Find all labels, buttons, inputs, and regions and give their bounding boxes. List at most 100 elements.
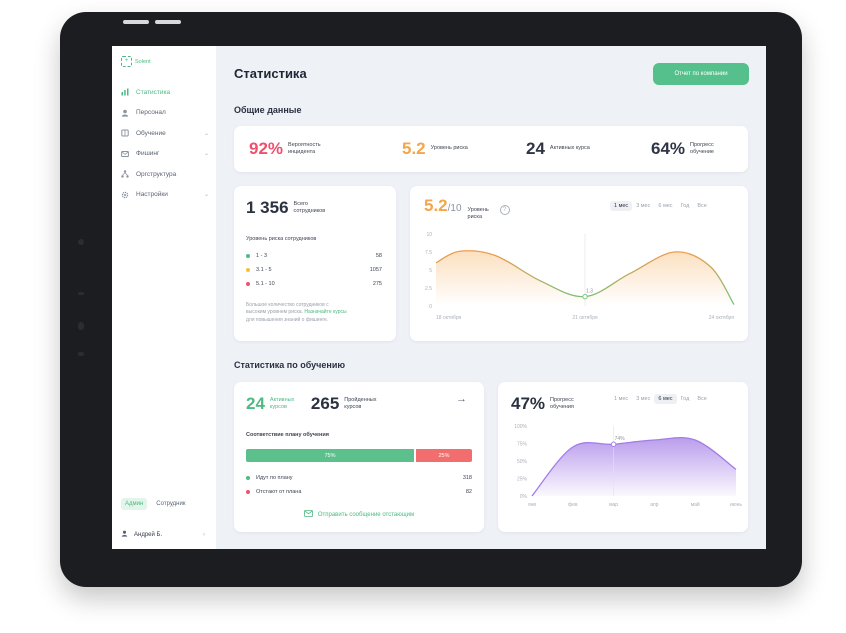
status-dot <box>246 268 250 272</box>
main-content: Статистика Отчет по компании Общие данны… <box>216 46 766 549</box>
sidebar-item-staff[interactable]: Персонал <box>121 103 209 124</box>
assign-courses-link[interactable]: Назначайте курсы <box>304 309 347 316</box>
tab-1-month[interactable]: 1 мес <box>610 201 633 211</box>
mail-icon <box>121 150 129 158</box>
y-tick-label: 25% <box>517 477 528 483</box>
sensor-dot <box>78 322 84 330</box>
sidebar-item-label: Персонал <box>136 109 166 117</box>
progress-period-tabs: 1 мес 3 мес 6 мес Год Все <box>610 394 711 404</box>
list-item: 3.1 - 5 1057 <box>246 263 382 277</box>
list-item: Отстают от плана 82 <box>246 485 472 499</box>
sidebar-item-structure[interactable]: Оргструктура <box>121 164 209 185</box>
user-name: Андрей Б. <box>134 531 163 538</box>
series-line <box>531 437 737 497</box>
logo-icon: + <box>121 56 132 67</box>
people-icon <box>121 109 129 117</box>
sidebar: + Solent Статистика Персонал Обучение <box>112 46 216 549</box>
active-courses-value: 24 <box>246 394 265 413</box>
sidebar-item-label: Оргструктура <box>136 170 177 178</box>
plan-row-count: 82 <box>465 489 472 495</box>
risk-levels-title: Уровень риска сотрудников <box>246 236 317 242</box>
plan-title: Соответствие плану обучения <box>246 432 329 438</box>
book-icon <box>121 129 129 137</box>
risk-label: Уровень риска <box>467 207 489 221</box>
kpi-value: 5.2 <box>402 139 426 158</box>
risk-period-tabs: 1 мес 3 мес 6 мес Год Все <box>610 201 711 211</box>
sidebar-item-label: Настройки <box>136 191 168 199</box>
kpi-risk: 5.2 Уровень риска <box>402 126 473 172</box>
x-tick-label: 21 октября <box>572 315 598 321</box>
sidebar-item-label: Статистика <box>136 88 171 96</box>
y-tick-label: 5 <box>429 268 432 274</box>
arrow-right-icon[interactable]: → <box>456 393 467 405</box>
list-item: 1 - 3 58 <box>246 249 382 263</box>
chevron-right-icon: › <box>203 531 205 538</box>
chevron-down-icon: ⌄ <box>203 151 209 158</box>
tab-3-months[interactable]: 3 мес <box>636 396 651 402</box>
role-switcher: Админ Сотрудник <box>121 498 189 510</box>
question-icon[interactable]: ? <box>499 205 510 215</box>
plan-row-label: Идут по плану <box>256 475 293 481</box>
note-text: Большое количество сотрудников с <box>246 302 329 308</box>
note-text: высоким уровнем риска. <box>246 309 303 316</box>
tab-all[interactable]: Все <box>697 396 707 402</box>
y-tick-label: 0% <box>520 494 528 500</box>
y-tick-label: 50% <box>517 459 528 465</box>
message-laggards-link[interactable]: Отправить сообщение отстающим <box>234 510 484 519</box>
gear-icon <box>121 191 129 199</box>
kpi-label: Уровень риска <box>430 145 468 152</box>
x-tick-label: апр <box>650 502 658 508</box>
sidebar-item-settings[interactable]: Настройки ⌄ <box>121 185 209 206</box>
tab-6-months[interactable]: 6 мес <box>654 394 677 404</box>
annotation-point <box>610 441 617 447</box>
kpi-label: Прогресс обучение <box>690 141 714 155</box>
kpi-progress: 64% Прогресс обучение <box>651 126 732 172</box>
role-employee-button[interactable]: Сотрудник <box>156 501 186 507</box>
progress-label: Прогресс обучения <box>550 396 574 410</box>
sensor-dot <box>78 352 84 356</box>
user-icon <box>121 530 128 539</box>
plan-list: Идут по плану 318 Отстают от плана 82 <box>246 471 472 499</box>
risk-range: 5.1 - 10 <box>256 281 275 287</box>
tab-all[interactable]: Все <box>697 203 707 209</box>
company-report-button[interactable]: Отчет по компании <box>653 63 749 85</box>
tab-1-month[interactable]: 1 мес <box>614 396 629 402</box>
tab-6-months[interactable]: 6 мес <box>658 203 673 209</box>
kpi-value: 92% <box>249 139 284 158</box>
tab-year[interactable]: Год <box>680 396 690 402</box>
x-tick-label: фев <box>568 502 578 508</box>
risk-count: 58 <box>375 253 382 259</box>
risk-range: 3.1 - 5 <box>256 267 272 273</box>
sidebar-item-training[interactable]: Обучение ⌄ <box>121 123 209 144</box>
annotation-point <box>582 293 588 300</box>
tab-year[interactable]: Год <box>680 203 690 209</box>
structure-icon <box>121 170 129 178</box>
passed-courses-value: 265 <box>310 394 340 413</box>
list-item: Идут по плану 318 <box>246 471 472 485</box>
x-tick-label: янв <box>528 502 536 508</box>
series-area <box>436 250 734 306</box>
employees-total-label: Всего сотрудников <box>293 200 326 214</box>
plan-row-label: Отстают от плана <box>256 489 302 495</box>
logo-text: Solent <box>135 58 151 65</box>
status-dot <box>246 476 250 480</box>
logo[interactable]: + Solent <box>121 56 151 67</box>
x-tick-label: мар <box>609 502 618 508</box>
x-tick-label: июнь <box>730 502 742 508</box>
y-tick-label: 2.5 <box>425 286 432 292</box>
sidebar-item-statistics[interactable]: Статистика <box>121 82 209 103</box>
app-screen: + Solent Статистика Персонал Обучение <box>112 46 766 549</box>
role-admin-button[interactable]: Админ <box>121 498 148 510</box>
progress-value: 47% <box>511 394 546 413</box>
mail-icon <box>303 510 313 519</box>
plan-behind-segment: 25% <box>416 449 472 462</box>
risk-chart: 10 7.5 5 2.5 0 18 октября 21 октября 24 октября… <box>425 232 735 321</box>
sidebar-item-phishing[interactable]: Фишинг ⌄ <box>121 144 209 165</box>
user-menu[interactable]: Андрей Б. › <box>121 530 205 539</box>
passed-courses-label: Пройденных курсов <box>344 396 377 410</box>
tab-3-months[interactable]: 3 мес <box>636 203 651 209</box>
y-tick-label: 0 <box>429 304 432 310</box>
kpi-label: Вероятность инцидента <box>288 141 321 155</box>
kpi-incident: 92% Вероятность инцидента <box>249 126 330 172</box>
risk-value: 5.2 <box>424 196 448 215</box>
